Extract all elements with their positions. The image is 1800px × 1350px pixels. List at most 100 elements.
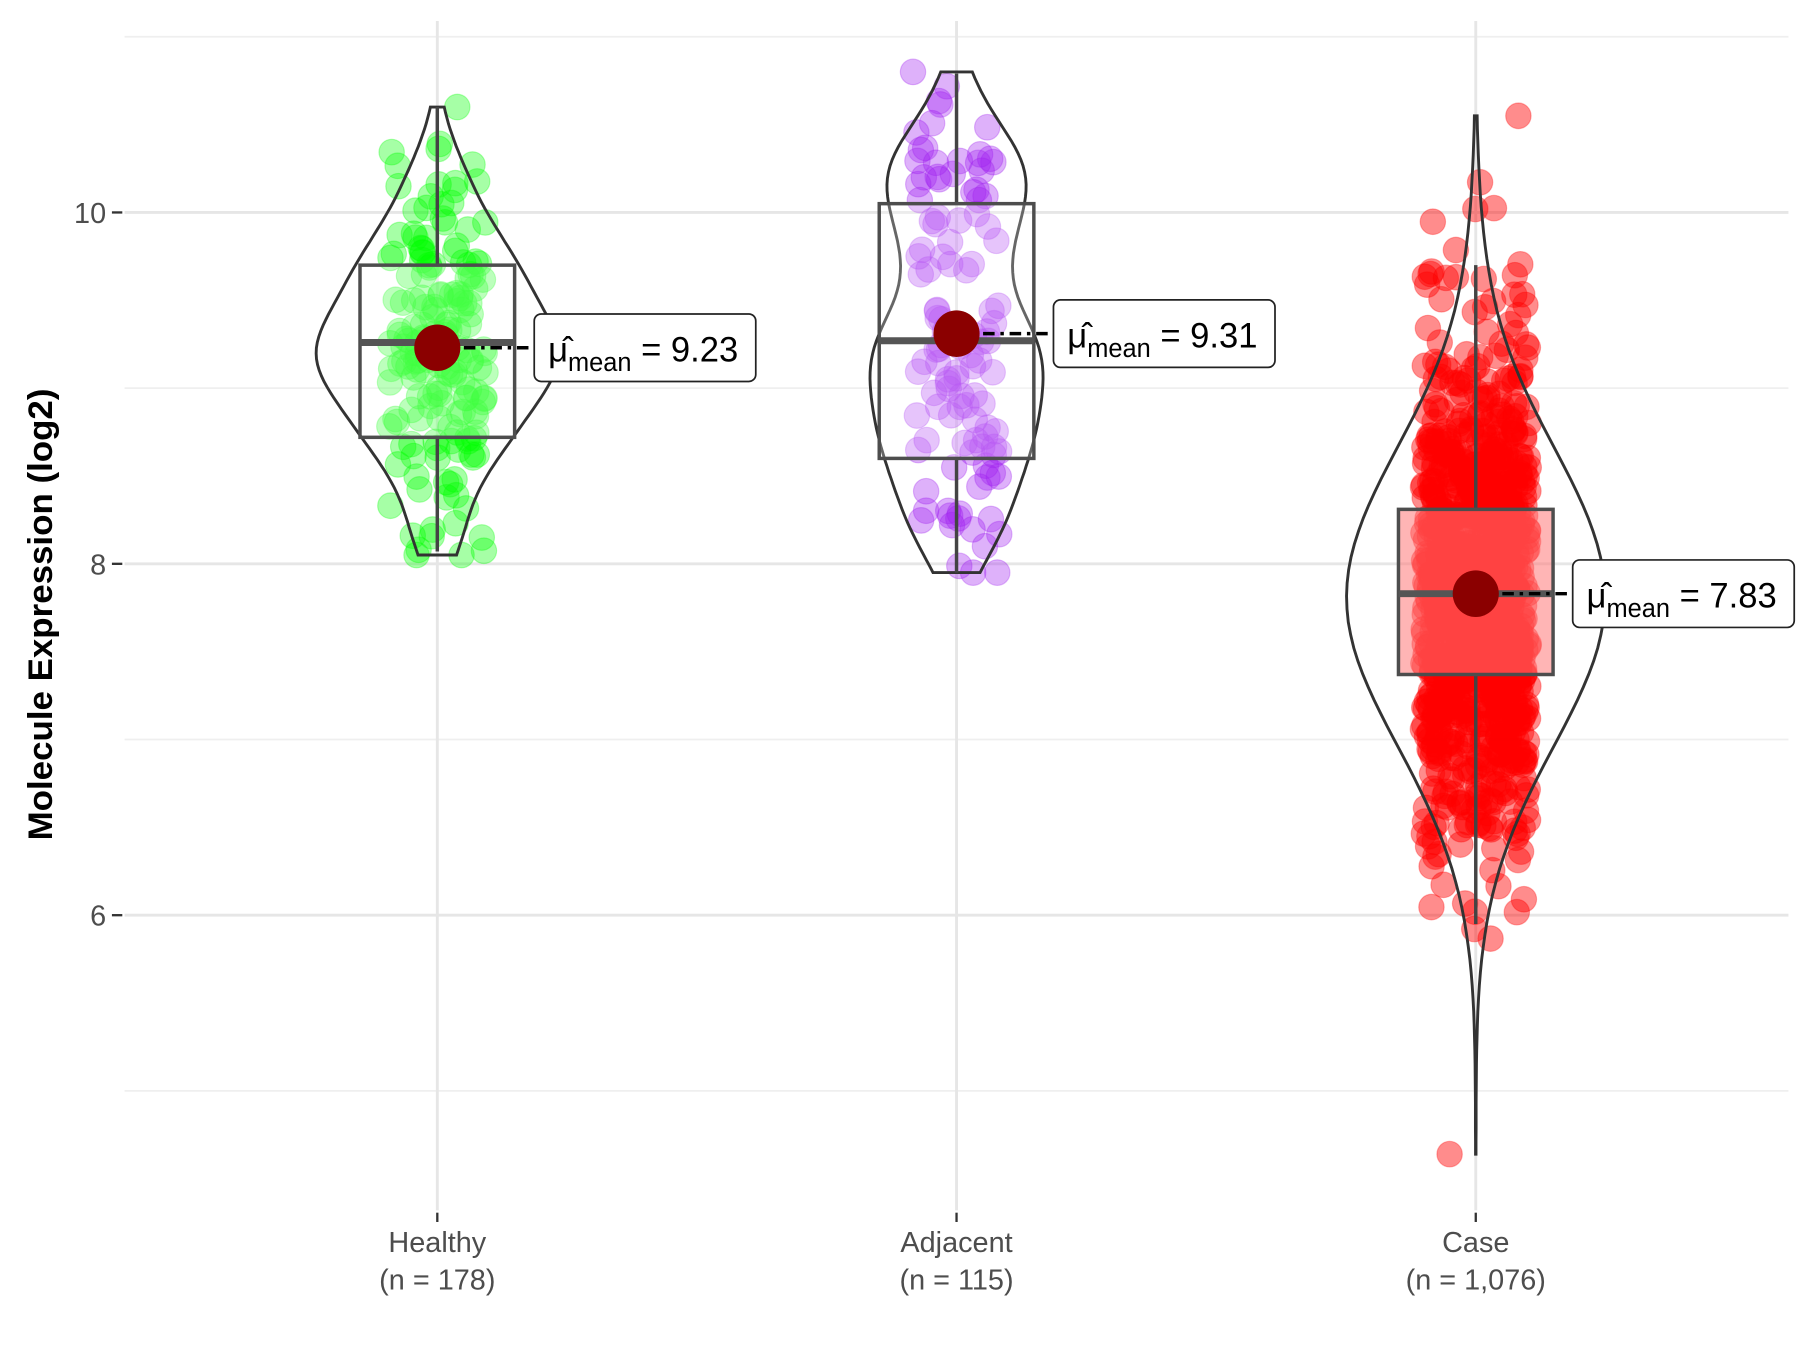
data-point — [1418, 476, 1445, 504]
data-point — [1438, 766, 1466, 793]
data-point — [907, 507, 935, 534]
data-point — [1487, 477, 1514, 505]
data-point — [929, 243, 957, 271]
data-point — [454, 216, 482, 243]
data-point — [962, 426, 990, 454]
data-point — [1435, 427, 1463, 455]
data-point — [945, 505, 972, 532]
data-point — [1487, 478, 1515, 506]
data-point — [1490, 723, 1517, 751]
data-point — [1426, 704, 1453, 731]
data-point — [1512, 331, 1540, 358]
data-point — [1415, 719, 1443, 747]
data-point — [1482, 678, 1509, 706]
data-point — [1485, 380, 1513, 408]
data-point — [1492, 779, 1519, 807]
mean-point — [414, 324, 461, 372]
data-point — [1413, 271, 1441, 299]
data-point — [426, 405, 453, 432]
data-point — [1458, 468, 1486, 496]
data-point — [1506, 442, 1534, 470]
data-point — [1419, 467, 1446, 495]
data-point — [1507, 443, 1535, 471]
data-point — [395, 353, 422, 380]
data-point — [977, 505, 1005, 533]
data-point — [400, 364, 427, 391]
data-point — [1497, 749, 1525, 777]
data-point — [969, 390, 996, 418]
data-point — [1487, 778, 1515, 805]
data-point — [1484, 722, 1512, 750]
data-point — [459, 444, 487, 471]
data-point — [449, 368, 476, 396]
data-point — [454, 427, 482, 455]
data-point — [1421, 468, 1449, 495]
data-point — [376, 368, 404, 396]
data-point — [1446, 417, 1473, 445]
data-point — [951, 429, 978, 457]
data-point — [1460, 355, 1488, 383]
data-point — [1428, 285, 1455, 313]
data-point — [1451, 762, 1479, 790]
data-point — [1487, 727, 1515, 755]
data-point — [1417, 435, 1445, 462]
data-point — [453, 384, 480, 412]
data-point — [974, 414, 1001, 442]
data-point — [925, 165, 953, 193]
data-point — [1511, 746, 1538, 774]
data-point — [1445, 474, 1472, 501]
data-point — [1415, 691, 1443, 719]
data-point — [912, 477, 940, 505]
data-point — [1470, 723, 1498, 751]
data-point — [959, 516, 986, 543]
data-point — [461, 275, 489, 302]
data-point — [1424, 428, 1452, 455]
data-point — [940, 454, 968, 481]
data-point — [924, 163, 951, 191]
data-point — [1467, 471, 1494, 499]
x-tick-sample-size: (n = 1,076) — [1406, 1264, 1546, 1296]
data-point — [1492, 440, 1520, 468]
data-point — [455, 376, 483, 403]
x-tick-label: Case — [1442, 1227, 1509, 1259]
data-point — [1515, 477, 1542, 505]
y-tick-label: 6 — [90, 901, 106, 933]
data-point — [1505, 102, 1532, 130]
data-point — [1411, 450, 1439, 477]
data-point — [974, 213, 1002, 240]
data-point — [1465, 794, 1493, 821]
mean-subscript: mean — [568, 349, 631, 377]
data-point — [1431, 418, 1458, 445]
data-point — [452, 384, 480, 412]
data-point — [376, 412, 403, 440]
data-point — [1458, 417, 1485, 445]
data-point — [1473, 410, 1500, 438]
data-point — [1514, 444, 1542, 472]
data-point — [1435, 695, 1462, 723]
data-point — [1421, 699, 1449, 727]
data-point — [1452, 700, 1480, 728]
data-point — [1485, 691, 1512, 719]
data-point — [1502, 418, 1529, 446]
data-point — [1428, 397, 1455, 425]
data-point — [1512, 291, 1539, 319]
data-point — [1498, 408, 1525, 435]
data-point — [1426, 719, 1454, 747]
data-point — [1421, 730, 1448, 758]
data-point — [1471, 705, 1499, 733]
data-point — [472, 359, 499, 386]
data-point — [1493, 336, 1521, 364]
data-point — [1447, 371, 1474, 398]
data-point — [389, 433, 417, 461]
data-point — [1464, 780, 1491, 808]
data-point — [437, 413, 464, 441]
data-point — [1442, 730, 1469, 758]
data-point — [1496, 446, 1524, 474]
mean-point — [1452, 570, 1499, 617]
data-point — [443, 93, 471, 121]
data-point — [1447, 453, 1474, 481]
mean-label: μ̂mean = 9.31 — [1067, 318, 1257, 363]
data-point — [1504, 697, 1531, 724]
data-point — [1460, 451, 1487, 479]
